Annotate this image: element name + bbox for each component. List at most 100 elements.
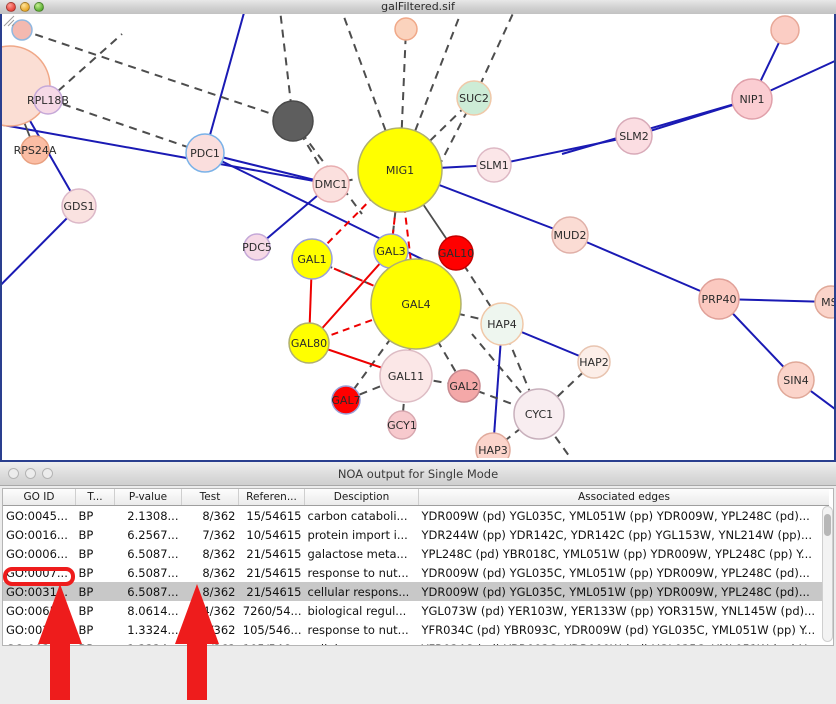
network-node[interactable]: RPS24A: [14, 135, 57, 165]
node-circle[interactable]: [379, 349, 433, 403]
network-node[interactable]: GAL2: [447, 369, 481, 403]
network-edge[interactable]: [473, 14, 522, 99]
network-node[interactable]: CYC1: [513, 388, 565, 440]
node-circle[interactable]: [357, 127, 443, 213]
table-row[interactable]: GO:0031... BP 1.3324... 11/362 105/546... res…: [3, 620, 829, 639]
column-header-type[interactable]: T...: [75, 489, 115, 506]
network-node[interactable]: GAL3: [373, 233, 409, 269]
node-circle[interactable]: [615, 117, 653, 155]
node-circle[interactable]: [2, 45, 51, 127]
resize-grip-icon[interactable]: [2, 14, 15, 27]
node-circle[interactable]: [551, 216, 589, 254]
node-circle[interactable]: [770, 15, 800, 45]
network-node[interactable]: HAP2: [577, 345, 611, 379]
network-edge[interactable]: [569, 234, 720, 300]
network-node[interactable]: MIG1: [357, 127, 443, 213]
network-canvas[interactable]: RPL18B RPS24A GDS1 PDC1 PDC5 DMC1 SUC2 MIG1 SLM1…: [0, 14, 836, 460]
node-circle[interactable]: [33, 85, 63, 115]
results-table[interactable]: GO ID T... P-value Test Referen... Desci…: [3, 489, 829, 646]
node-circle[interactable]: [456, 80, 492, 116]
node-circle[interactable]: [513, 388, 565, 440]
noa-minimize-icon[interactable]: [25, 468, 36, 479]
network-node[interactable]: SIN4: [777, 361, 815, 399]
network-edge[interactable]: [399, 28, 407, 171]
network-edge[interactable]: [47, 33, 123, 101]
table-row[interactable]: GO:0007... BP 6.5087... 8/362 21/54615 respon…: [3, 563, 829, 582]
node-circle[interactable]: [480, 302, 524, 346]
noa-zoom-icon[interactable]: [42, 468, 53, 479]
network-graph[interactable]: RPL18B RPS24A GDS1 PDC1 PDC5 DMC1 SUC2 MIG1 SLM1…: [2, 14, 834, 458]
table-row[interactable]: GO:0031...BP1.3324...11/362105/546...cel…: [3, 639, 829, 646]
results-scrollbar[interactable]: [822, 506, 833, 642]
network-node[interactable]: GCY1: [387, 410, 417, 440]
network-node[interactable]: GAL7: [331, 385, 361, 415]
network-node[interactable]: GAL11: [379, 349, 433, 403]
network-edge[interactable]: [204, 14, 252, 154]
node-circle[interactable]: [438, 235, 474, 271]
network-node[interactable]: [11, 19, 33, 41]
network-edge[interactable]: [204, 152, 332, 185]
node-circle[interactable]: [475, 432, 511, 458]
table-row[interactable]: GO:0006... BP 6.5087... 8/362 21/54615 galact…: [3, 544, 829, 563]
node-circle[interactable]: [288, 322, 330, 364]
network-node[interactable]: DMC1: [312, 165, 350, 203]
node-circle[interactable]: [61, 188, 97, 224]
minimize-icon[interactable]: [20, 2, 30, 12]
node-circle[interactable]: [243, 233, 271, 261]
column-header-reference[interactable]: Referen...: [238, 489, 305, 506]
network-node[interactable]: PRP40: [698, 278, 740, 320]
table-body[interactable]: GO:0045... BP 2.1308... 8/362 15/54615 carbon…: [3, 506, 829, 646]
network-edge[interactable]: [421, 97, 475, 200]
network-edge[interactable]: [311, 169, 401, 260]
network-edge[interactable]: [2, 205, 80, 314]
column-header-test[interactable]: Test: [181, 489, 239, 506]
column-header-p-value[interactable]: P-value: [114, 489, 182, 506]
network-node[interactable]: PDC5: [242, 233, 272, 261]
node-circle[interactable]: [272, 100, 314, 142]
network-node[interactable]: HAP3: [475, 432, 511, 458]
network-edge[interactable]: [21, 29, 294, 122]
network-node[interactable]: [272, 100, 314, 142]
node-circle[interactable]: [185, 133, 225, 173]
close-icon[interactable]: [6, 2, 16, 12]
network-node[interactable]: GAL1: [291, 238, 333, 280]
node-circle[interactable]: [731, 78, 773, 120]
network-node[interactable]: NIP1: [731, 78, 773, 120]
network-node[interactable]: SLM1: [476, 147, 512, 183]
table-row[interactable]: GO:0031... BP 6.5087... 8/362 21/54615 cellul…: [3, 582, 829, 601]
network-node[interactable]: SLM2: [615, 117, 653, 155]
node-circle[interactable]: [698, 278, 740, 320]
noa-close-icon[interactable]: [8, 468, 19, 479]
network-node[interactable]: MUD2: [551, 216, 589, 254]
node-circle[interactable]: [387, 410, 417, 440]
network-node[interactable]: SUC2: [456, 80, 492, 116]
network-node[interactable]: [394, 17, 418, 41]
network-node[interactable]: PDC1: [185, 133, 225, 173]
node-circle[interactable]: [577, 345, 611, 379]
results-table-container[interactable]: GO ID T... P-value Test Referen... Desci…: [2, 488, 834, 646]
node-circle[interactable]: [476, 147, 512, 183]
network-edge[interactable]: [493, 135, 635, 166]
column-header-description[interactable]: Desciption: [304, 489, 419, 506]
table-row[interactable]: GO:0016... BP 6.2567... 7/362 10/54615 protei…: [3, 525, 829, 544]
network-node[interactable]: [770, 15, 800, 45]
noa-window-controls[interactable]: [8, 468, 53, 479]
column-header-go-id[interactable]: GO ID: [3, 489, 76, 506]
network-node[interactable]: [2, 45, 51, 127]
table-row[interactable]: GO:0065... BP 8.0614... 94/362 7260/54... bio…: [3, 601, 829, 620]
network-node[interactable]: GAL10: [438, 235, 474, 271]
node-circle[interactable]: [312, 165, 350, 203]
network-node[interactable]: HAP4: [480, 302, 524, 346]
node-circle[interactable]: [331, 385, 361, 415]
node-circle[interactable]: [20, 135, 50, 165]
node-circle[interactable]: [447, 369, 481, 403]
network-node[interactable]: RPL18B: [27, 85, 69, 115]
node-circle[interactable]: [11, 19, 33, 41]
node-circle[interactable]: [814, 285, 834, 319]
network-node[interactable]: MSI: [814, 285, 834, 319]
node-circle[interactable]: [394, 17, 418, 41]
network-node[interactable]: GAL4: [370, 258, 462, 350]
network-node[interactable]: GAL80: [288, 322, 330, 364]
results-scrollbar-thumb[interactable]: [824, 514, 831, 536]
column-header-associated-edges[interactable]: Associated edges: [418, 489, 829, 506]
